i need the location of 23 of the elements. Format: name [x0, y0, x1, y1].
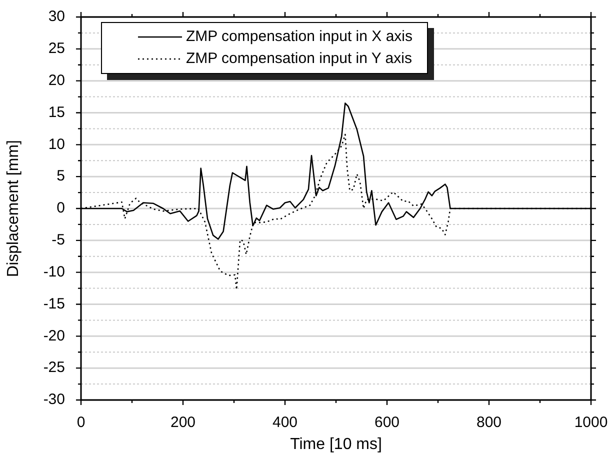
y-tick-label: -20 — [43, 327, 65, 344]
y-tick-label: -15 — [43, 295, 65, 312]
y-tick-label: -5 — [52, 232, 65, 249]
x-axis-title: Time [10 ms] — [290, 436, 382, 453]
y-tick-label: -30 — [43, 391, 65, 408]
y-tick-label: 25 — [48, 40, 65, 58]
y-tick-label: 30 — [48, 8, 65, 26]
y-tick-label: 15 — [48, 104, 65, 121]
y-axis-title: Displacement [mm] — [5, 140, 22, 277]
y-tick-label: 20 — [48, 72, 65, 89]
x-tick-label: 800 — [476, 414, 502, 432]
y-tick-label: 10 — [48, 136, 65, 153]
y-tick-label: -10 — [43, 263, 65, 280]
x-tick-label: 1000 — [574, 414, 608, 432]
x-tick-label: 0 — [76, 414, 86, 432]
legend-label: ZMP compensation input in Y axis — [186, 49, 412, 69]
x-tick-label: 400 — [272, 414, 298, 432]
y-tick-label: -25 — [43, 359, 65, 376]
x-tick-label: 600 — [374, 414, 400, 432]
x-tick-label: 200 — [170, 414, 196, 432]
y-tick-label: 0 — [56, 200, 65, 217]
y-tick-label: 5 — [56, 168, 65, 185]
legend-label: ZMP compensation input in X axis — [186, 27, 413, 47]
